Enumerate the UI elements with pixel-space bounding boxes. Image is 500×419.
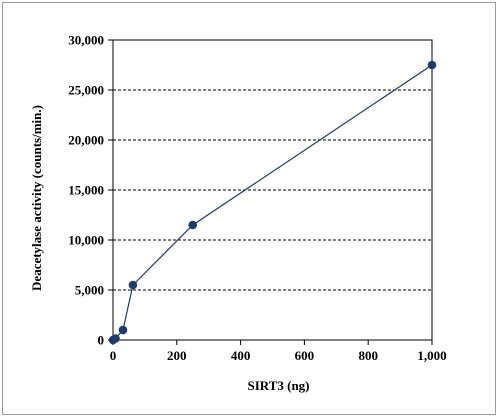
x-tick-label-3: 600 [295,348,315,363]
data-point-0-2 [118,325,128,335]
data-point-0-4 [188,220,198,230]
y-tick-label-2: 10,000 [68,233,104,248]
data-series [108,60,437,345]
x-tick-label-2: 400 [231,348,251,363]
y-tick-label-1: 5,000 [75,283,104,298]
x-tick-label-5: 1,000 [417,348,446,363]
series-line-0 [112,64,433,341]
data-point-0-1 [111,334,120,343]
y-tick-label-0: 0 [98,333,105,348]
x-tick-label-1: 200 [167,348,187,363]
y-tick-label-5: 25,000 [68,83,104,98]
y-axis-title: Deacetylase activity (counts/min.) [29,105,44,291]
x-axis-title: SIRT3 (ng) [247,378,309,393]
axis-ticks [108,39,433,345]
data-point-0-3 [128,280,138,290]
data-point-0-5 [427,60,437,70]
x-tick-label-4: 800 [358,348,378,363]
chart-frame [2,2,496,415]
y-tick-label-4: 20,000 [68,133,104,148]
tick-labels: 0 5,000 10,000 15,000 20,000 25,000 30,000 0 200… [68,33,446,364]
y-tick-label-6: 30,000 [68,33,104,48]
x-tick-label-0: 0 [110,348,117,363]
grid-lines [113,39,432,291]
y-tick-label-3: 15,000 [68,183,104,198]
